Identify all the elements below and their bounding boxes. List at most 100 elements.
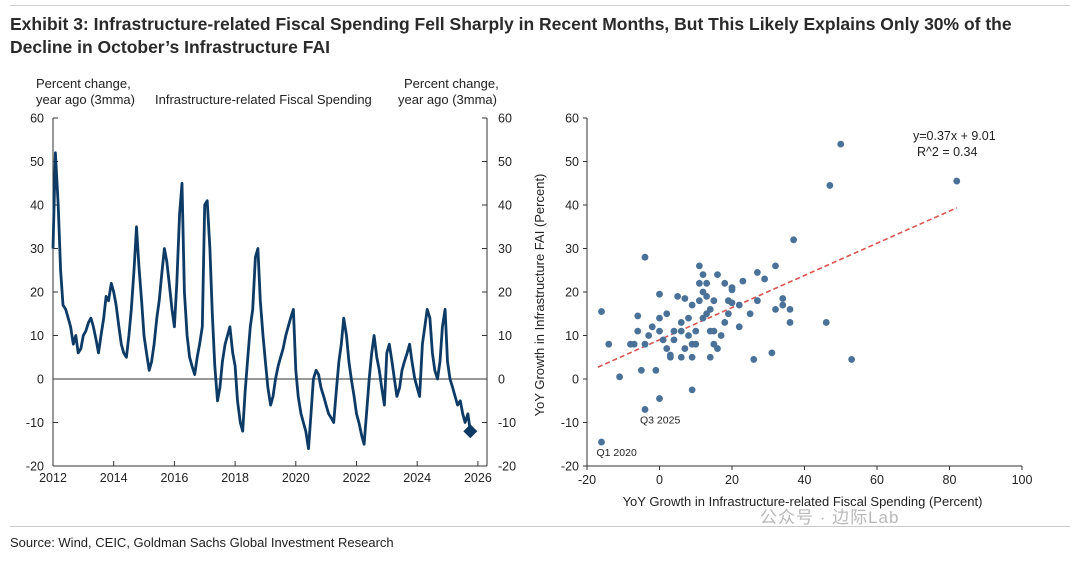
x-tick-label: 2018 <box>221 471 249 485</box>
scatter-point <box>753 297 761 305</box>
x-tick-label: 2022 <box>343 471 371 485</box>
left-axis-label-line1: Percent change, <box>36 76 131 91</box>
scatter-point <box>677 327 685 335</box>
left-y-tick-label: 20 <box>30 286 44 300</box>
scatter-point <box>822 319 830 326</box>
left-y-tick-label: 60 <box>30 112 44 126</box>
top-rule <box>10 5 1070 6</box>
scatter-point <box>699 271 707 278</box>
scatter-point <box>714 271 721 278</box>
scatter-point <box>717 332 725 339</box>
scatter-x-tick-label: 40 <box>798 473 812 487</box>
scatter-point <box>681 345 689 352</box>
scatter-point <box>768 349 776 357</box>
scatter-point <box>848 356 856 363</box>
scatter-point <box>685 314 692 322</box>
scatter-point <box>674 292 682 300</box>
scatter-point <box>826 182 834 189</box>
right-y-tick-label: -10 <box>498 416 516 430</box>
scatter-point <box>710 327 718 335</box>
scatter-point <box>605 340 613 348</box>
scatter-x-axis-title: YoY Growth in Infrastructure-related Fis… <box>623 494 983 509</box>
scatter-point <box>728 286 736 294</box>
scatter-point <box>735 301 743 309</box>
scatter-point <box>790 236 798 244</box>
scatter-point <box>670 336 678 344</box>
scatter-point <box>728 299 736 307</box>
scatter-point <box>695 297 703 305</box>
fiscal-spending-line <box>51 151 472 451</box>
scatter-point <box>656 290 663 298</box>
scatter-x-tick-label: -20 <box>578 473 596 487</box>
scatter-point <box>695 262 703 270</box>
scatter-chart-panel: -20 -10 0 10 20 30 40 50 60 -20 0 20 40 60 80 100 YoY Gr… <box>532 112 1032 510</box>
scatter-point <box>721 279 729 287</box>
right-y-tick-label: 60 <box>498 112 512 126</box>
scatter-y-tick-label: 30 <box>565 242 579 256</box>
scatter-point <box>761 275 769 283</box>
latest-value-marker <box>463 424 478 439</box>
scatter-point <box>670 327 678 335</box>
right-axis-label-line1: Percent change, <box>404 76 499 91</box>
scatter-point <box>692 327 700 335</box>
scatter-point <box>779 301 787 309</box>
scatter-point <box>645 332 653 339</box>
scatter-point <box>616 373 624 381</box>
left-y-tick-label: 30 <box>30 242 44 256</box>
right-y-tick-label: 30 <box>498 242 512 256</box>
scatter-point <box>659 336 667 344</box>
scatter-point <box>703 279 711 287</box>
x-tick-label: 2024 <box>403 471 431 485</box>
left-y-tick-label: -10 <box>26 416 44 430</box>
scatter-point <box>648 323 656 331</box>
scatter-point <box>688 386 696 394</box>
left-y-tick-label: 10 <box>30 329 44 343</box>
scatter-x-tick-label: 0 <box>656 473 663 487</box>
source-note: Source: Wind, CEIC, Goldman Sachs Global… <box>10 535 394 550</box>
scatter-point <box>656 314 663 322</box>
scatter-point <box>685 332 692 339</box>
scatter-y-tick-label: 0 <box>572 373 579 387</box>
scatter-y-tick-label: 20 <box>565 286 579 300</box>
right-y-tick-label: 0 <box>498 373 505 387</box>
scatter-point <box>739 277 747 285</box>
scatter-point <box>724 310 732 318</box>
scatter-y-tick-label: -10 <box>561 416 579 430</box>
r-squared: R^2 = 0.34 <box>917 145 977 159</box>
scatter-point <box>703 292 711 300</box>
left-y-tick-label: 50 <box>30 155 44 169</box>
scatter-point <box>695 279 703 287</box>
scatter-point <box>837 140 845 148</box>
scatter-point <box>677 319 685 326</box>
scatter-point <box>692 340 700 348</box>
scatter-point <box>677 353 685 361</box>
scatter-y-tick-label: -20 <box>561 460 579 474</box>
point-annotation: Q1 2020 <box>597 447 637 459</box>
scatter-point <box>656 327 663 335</box>
scatter-point <box>688 353 696 361</box>
scatter-point <box>772 306 779 313</box>
scatter-point <box>786 319 794 326</box>
scatter-point <box>750 356 758 363</box>
scatter-point <box>666 353 674 361</box>
scatter-y-tick-label: 10 <box>565 329 579 343</box>
x-tick-label: 2016 <box>160 471 188 485</box>
x-tick-label: 2020 <box>282 471 310 485</box>
left-y-tick-label: 40 <box>30 199 44 213</box>
scatter-point <box>681 295 689 302</box>
scatter-y-tick-label: 60 <box>565 112 579 126</box>
regression-equation: y=0.37x + 9.01 <box>913 129 996 143</box>
scatter-x-tick-label: 100 <box>1012 473 1033 487</box>
point-annotation: Q3 2025 <box>640 414 680 426</box>
x-tick-label: 2026 <box>464 471 492 485</box>
scatter-point <box>706 353 714 361</box>
scatter-point <box>641 340 649 348</box>
scatter-point <box>641 253 649 261</box>
scatter-point <box>630 340 638 348</box>
right-y-tick-label: 40 <box>498 199 512 213</box>
scatter-point <box>714 345 721 352</box>
scatter-point <box>656 395 663 402</box>
left-axis-label-line2: year ago (3mma) <box>36 92 135 107</box>
